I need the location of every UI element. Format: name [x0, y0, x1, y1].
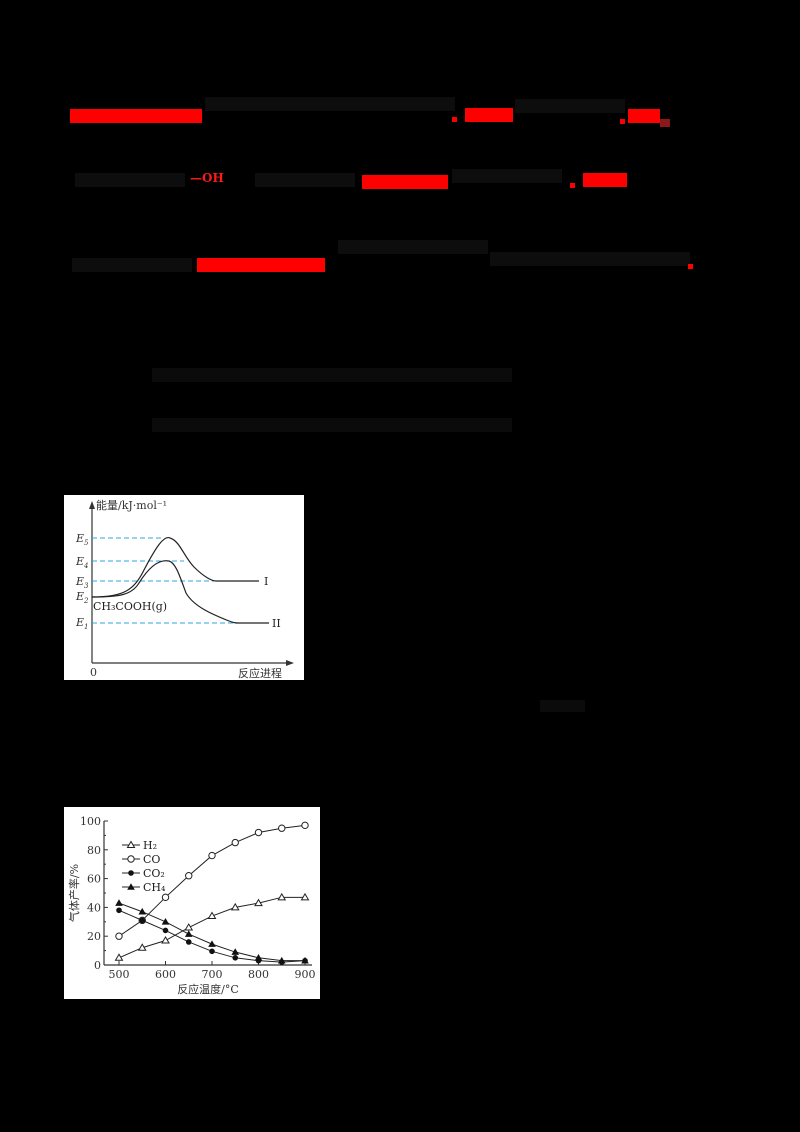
red-mark	[570, 183, 575, 188]
svg-text:反应温度/°C: 反应温度/°C	[177, 982, 239, 996]
svg-text:E3: E3	[75, 575, 89, 590]
obscured-text	[515, 99, 625, 113]
obscured-text	[255, 173, 355, 187]
red-highlight	[465, 108, 513, 122]
text-line-2: —OH	[0, 165, 800, 205]
svg-text:CO₂: CO₂	[143, 867, 165, 880]
red-highlight	[362, 175, 448, 189]
svg-text:20: 20	[87, 930, 101, 943]
svg-text:100: 100	[80, 815, 101, 828]
svg-text:CH₄: CH₄	[143, 881, 166, 894]
red-mark	[688, 264, 693, 269]
svg-text:气体产率/%: 气体产率/%	[67, 864, 81, 922]
svg-text:E5: E5	[75, 532, 89, 547]
red-mark	[620, 119, 625, 124]
red-formula: —OH	[190, 171, 224, 185]
svg-text:40: 40	[87, 901, 101, 914]
x-axis-label: 反应进程	[238, 666, 282, 680]
svg-text:CO: CO	[143, 853, 160, 866]
red-highlight-tail	[660, 119, 670, 127]
y-axis-label: 能量/kJ·mol⁻¹	[96, 498, 167, 512]
svg-text:500: 500	[109, 968, 130, 981]
red-highlight	[583, 173, 627, 187]
gas-yield-chart: 0 20 40 60 80 100 500 600 700 800 900 反应温度/°C 气体产率/%…	[64, 807, 320, 999]
text-line-1	[0, 95, 800, 135]
origin-label: 0	[90, 666, 97, 679]
svg-text:0: 0	[94, 959, 101, 972]
obscured-text	[452, 169, 562, 183]
text-line-3	[0, 240, 800, 290]
energy-diagram: 能量/kJ·mol⁻¹ 0 反应进程 E5 E4 E3 E2 E1 CH₃COO…	[64, 495, 304, 680]
obscured-equation-1	[152, 368, 512, 382]
svg-text:800: 800	[248, 968, 269, 981]
red-highlight	[628, 109, 660, 123]
obscured-text	[205, 97, 455, 111]
svg-text:60: 60	[87, 873, 101, 886]
svg-text:E4: E4	[75, 555, 89, 570]
red-highlight	[70, 109, 202, 123]
obscured-equation-2	[152, 418, 512, 432]
reactant-label: CH₃COOH(g)	[93, 600, 167, 613]
red-mark	[452, 117, 457, 122]
svg-text:700: 700	[202, 968, 223, 981]
obscured-text	[540, 700, 585, 712]
red-highlight	[197, 258, 325, 272]
obscured-text	[75, 173, 185, 187]
obscured-text	[490, 252, 690, 266]
obscured-text	[72, 258, 192, 272]
obscured-text	[338, 240, 488, 254]
svg-text:H₂: H₂	[143, 839, 157, 852]
path-label-I: I	[264, 575, 268, 588]
path-label-II: II	[272, 617, 281, 630]
svg-text:E1: E1	[75, 616, 89, 631]
svg-text:E2: E2	[75, 590, 89, 605]
svg-text:80: 80	[87, 844, 101, 857]
svg-text:600: 600	[155, 968, 176, 981]
svg-text:900: 900	[295, 968, 316, 981]
